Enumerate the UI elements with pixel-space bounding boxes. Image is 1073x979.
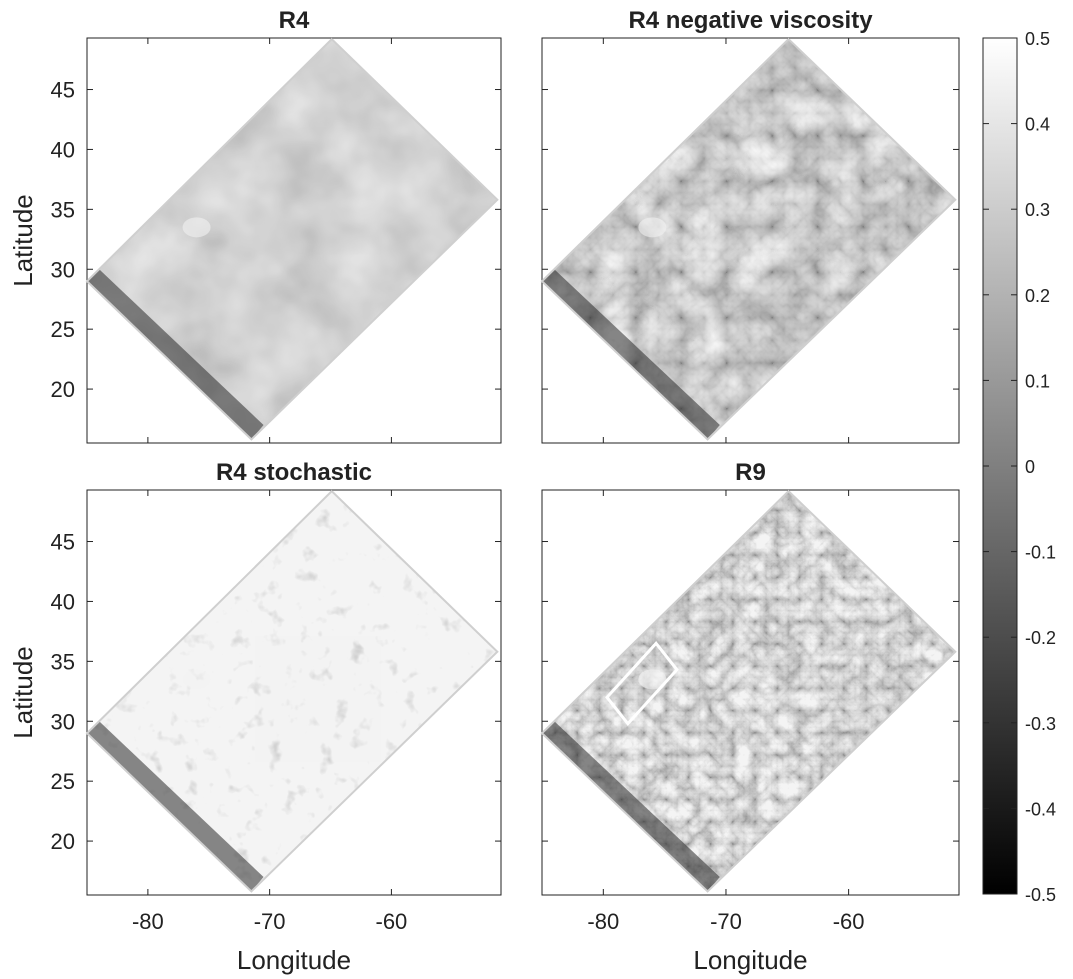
y-tick-label: 45 [51,78,75,103]
colorbar-tick-label: -0.5 [1025,885,1056,905]
x-tick-label: -70 [254,909,286,934]
colorbar-tick-label: -0.2 [1025,628,1056,648]
x-tick-label: -80 [587,909,619,934]
y-tick-label: 40 [51,589,75,614]
domain-outline [85,37,499,441]
y-tick-label: 45 [51,530,75,555]
x-axis-label: Longitude [237,945,351,975]
colorbar-tick-label: 0 [1025,457,1035,477]
panel-title: R4 stochastic [216,459,372,486]
colorbar-tick-label: 0.5 [1025,29,1050,49]
domain-outline [540,37,957,441]
y-tick-label: 35 [51,649,75,674]
x-axis-label: Longitude [693,945,807,975]
domain-outline [540,489,957,893]
x-tick-label: -60 [833,909,865,934]
colorbar-tick-label: 0.2 [1025,286,1050,306]
colorbar-tick-label: 0.3 [1025,200,1050,220]
y-tick-label: 40 [51,137,75,162]
y-tick-label: 20 [51,829,75,854]
x-tick-label: -60 [376,909,408,934]
panel-title: R9 [735,459,766,486]
y-tick-label: 20 [51,377,75,402]
y-tick-label: 25 [51,769,75,794]
panel-1: R4 20 25 30 35 40 45 Latitude [8,7,502,444]
panel-2: R4 negative viscosity [540,7,960,444]
x-tick-label: -70 [710,909,742,934]
colorbar-tick-label: 0.1 [1025,371,1050,391]
domain-outline [85,489,499,893]
panel-3: R4 stochastic 20 25 30 35 40 45 -80 -70 -60 Latitu… [8,459,502,975]
panel-title: R4 [279,7,310,34]
y-tick-label: 30 [51,709,75,734]
panel-title: R4 negative viscosity [628,7,873,34]
y-tick-label: 30 [51,257,75,282]
colorbar-tick-label: -0.4 [1025,799,1056,819]
y-axis-label: Latitude [8,194,38,287]
highlight-box [605,641,679,726]
colorbar-tick-label: 0.4 [1025,115,1050,135]
panel-4: R9 -80 -70 -60 Longitude [540,459,960,975]
colorbar-tick-label: -0.1 [1025,543,1056,563]
y-tick-label: 25 [51,317,75,342]
x-tick-label: -80 [132,909,164,934]
y-axis-label: Latitude [8,646,38,739]
y-tick-label: 35 [51,197,75,222]
colorbar: 0.5 0.4 0.3 0.2 0.1 0 -0.1 -0.2 -0.3 -0.4 -0.5 [982,29,1056,905]
colorbar-tick-label: -0.3 [1025,714,1056,734]
